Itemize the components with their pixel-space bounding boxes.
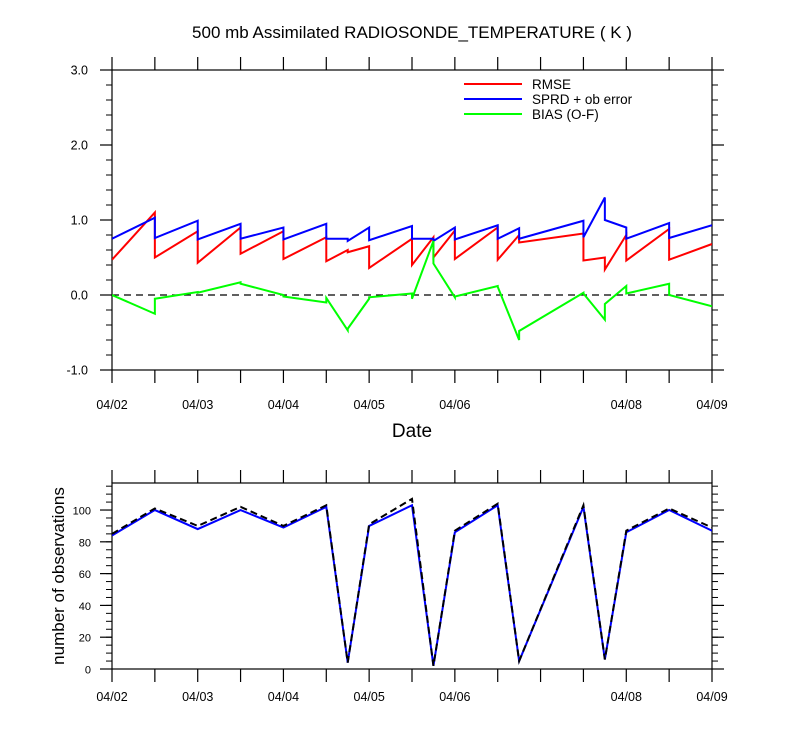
series-line-rmse: [112, 209, 712, 274]
x-tick-label: 04/06: [439, 398, 470, 412]
y-tick-label: 0.0: [71, 289, 88, 303]
y-tick-label: 40: [79, 601, 91, 613]
y-tick-label: 2.0: [71, 139, 88, 153]
plot-frame: [111, 69, 713, 371]
y-axis-label: number of observations: [49, 487, 68, 665]
x-tick-label: 04/09: [696, 398, 727, 412]
series-line-assimilated: [112, 503, 712, 666]
series-line-sprd-ob-error: [112, 197, 712, 243]
x-axis-label: Date: [392, 421, 432, 442]
legend-label-bias-o-f: BIAS (O-F): [532, 107, 599, 122]
x-tick-label: 04/04: [268, 398, 299, 412]
x-tick-label: 04/02: [96, 398, 127, 412]
y-tick-label: 1.0: [71, 214, 88, 228]
x-tick-label: 04/03: [182, 690, 213, 704]
x-tick-label: 04/08: [611, 690, 642, 704]
series-line-bias-o-f: [112, 240, 712, 341]
x-tick-label: 04/06: [439, 690, 470, 704]
x-tick-label: 04/05: [354, 398, 385, 412]
top-chart: 04/02 04/03 04/04 04/05 04/06 04/08 04/09 -1.0 0…: [66, 23, 727, 442]
y-tick-label: 100: [73, 506, 91, 518]
y-tick-label: 3.0: [71, 64, 88, 78]
x-tick-label: 04/09: [696, 690, 727, 704]
legend-label-sprd-ob-error: SPRD + ob error: [532, 92, 633, 107]
y-tick-label: 0: [85, 665, 91, 677]
x-tick-label: 04/03: [182, 398, 213, 412]
x-tick-label: 04/08: [611, 398, 642, 412]
y-tick-label: 80: [79, 537, 91, 549]
legend-label-rmse: RMSE: [532, 77, 571, 92]
y-tick-label: -1.0: [66, 364, 88, 378]
y-tick-label: 20: [79, 633, 91, 645]
bottom-chart: 04/02 04/03 04/04 04/05 04/06 04/08 04/09 0 20 40…: [49, 470, 728, 704]
x-tick-label: 04/05: [354, 690, 385, 704]
x-tick-label: 04/02: [96, 690, 127, 704]
y-tick-label: 60: [79, 569, 91, 581]
chart-title: 500 mb Assimilated RADIOSONDE_TEMPERATUR…: [192, 23, 632, 42]
x-tick-label: 04/04: [268, 690, 299, 704]
series-line-possible: [112, 497, 712, 666]
